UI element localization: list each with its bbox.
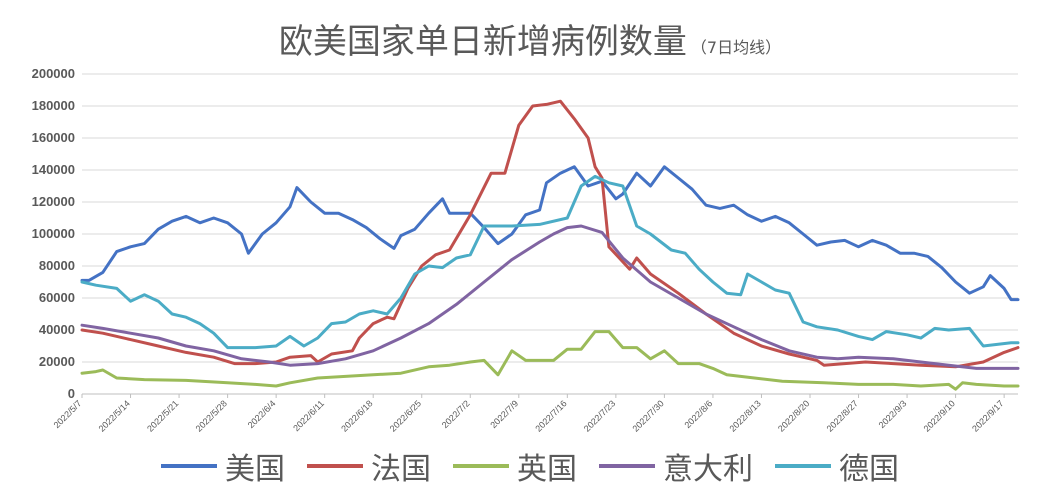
x-tick-label: 2022/6/18: [339, 398, 374, 433]
chart-subtitle: （7日均线）: [690, 38, 782, 57]
legend-swatch: [775, 464, 831, 468]
y-tick-label: 60000: [39, 290, 75, 305]
x-tick-label: 2022/8/27: [825, 398, 860, 433]
legend-label: 法国: [371, 452, 431, 487]
x-tick-label: 2022/5/14: [97, 398, 132, 433]
series-line-英国: [80, 330, 1020, 391]
series-line-德国: [80, 174, 1020, 350]
y-tick-label: 140000: [32, 162, 75, 177]
x-tick-label: 2022/7/16: [533, 398, 568, 433]
y-tick-label: 120000: [32, 194, 75, 209]
x-tick-label: 2022/5/21: [145, 398, 180, 433]
x-tick-label: 2022/9/3: [877, 398, 909, 430]
legend-label: 美国: [225, 452, 285, 487]
y-tick-label: 80000: [39, 258, 75, 273]
legend-item: 美国: [161, 444, 285, 488]
legend-label: 英国: [517, 452, 577, 487]
y-tick-label: 200000: [32, 66, 75, 81]
y-tick-label: 40000: [39, 322, 75, 337]
legend-swatch: [599, 464, 655, 468]
legend-item: 意大利: [599, 444, 753, 488]
x-tick-label: 2022/7/23: [582, 398, 617, 433]
x-tick-label: 2022/7/30: [630, 398, 665, 433]
legend-item: 法国: [307, 444, 431, 488]
legend-swatch: [307, 464, 363, 468]
line-chart: 0 20000 40000 60000 80000 100000 120000 140000 1…: [32, 66, 1020, 434]
legend-label: 德国: [839, 452, 899, 487]
x-tick-label: 2022/5/7: [52, 398, 84, 430]
series-line-意大利: [80, 224, 1020, 370]
series-lines: [80, 99, 1020, 391]
legend-swatch: [161, 464, 217, 468]
chart-title: 欧美国家单日新增病例数量 （7日均线）: [0, 14, 1060, 63]
legend-item: 英国: [453, 444, 577, 488]
y-tick-label: 20000: [39, 354, 75, 369]
series-line-法国: [80, 99, 1020, 369]
legend-label: 意大利: [663, 452, 753, 487]
chart-title-main: 欧美国家单日新增病例数量: [278, 22, 687, 62]
y-tick-label: 180000: [32, 98, 75, 113]
grid-lines: [82, 73, 1018, 395]
x-tick-label: 2022/6/4: [246, 398, 278, 430]
y-tick-label: 160000: [32, 130, 75, 145]
x-tick-label: 2022/5/28: [194, 398, 229, 433]
y-tick-label: 0: [68, 386, 75, 401]
legend-item: 德国: [775, 444, 899, 488]
x-tick-label: 2022/7/2: [440, 398, 472, 430]
y-tick-label: 100000: [32, 226, 75, 241]
y-axis: 0 20000 40000 60000 80000 100000 120000 140000 1…: [32, 66, 75, 401]
series-line-美国: [80, 165, 1020, 302]
x-tick-label: 2022/9/17: [970, 398, 1005, 433]
legend: 美国 法国 英国 意大利 德国: [0, 444, 1060, 488]
x-tick-label: 2022/8/13: [727, 398, 762, 433]
x-axis: 2022/5/7 2022/5/14 2022/5/21 2022/5/28 2022/…: [52, 394, 1006, 434]
x-tick-label: 2022/9/10: [922, 398, 957, 433]
x-tick-label: 2022/7/9: [488, 398, 520, 430]
x-tick-label: 2022/8/20: [776, 398, 811, 433]
x-tick-label: 2022/6/25: [388, 398, 423, 433]
x-tick-label: 2022/6/11: [291, 398, 326, 433]
x-tick-label: 2022/8/6: [682, 398, 714, 430]
legend-swatch: [453, 464, 509, 468]
